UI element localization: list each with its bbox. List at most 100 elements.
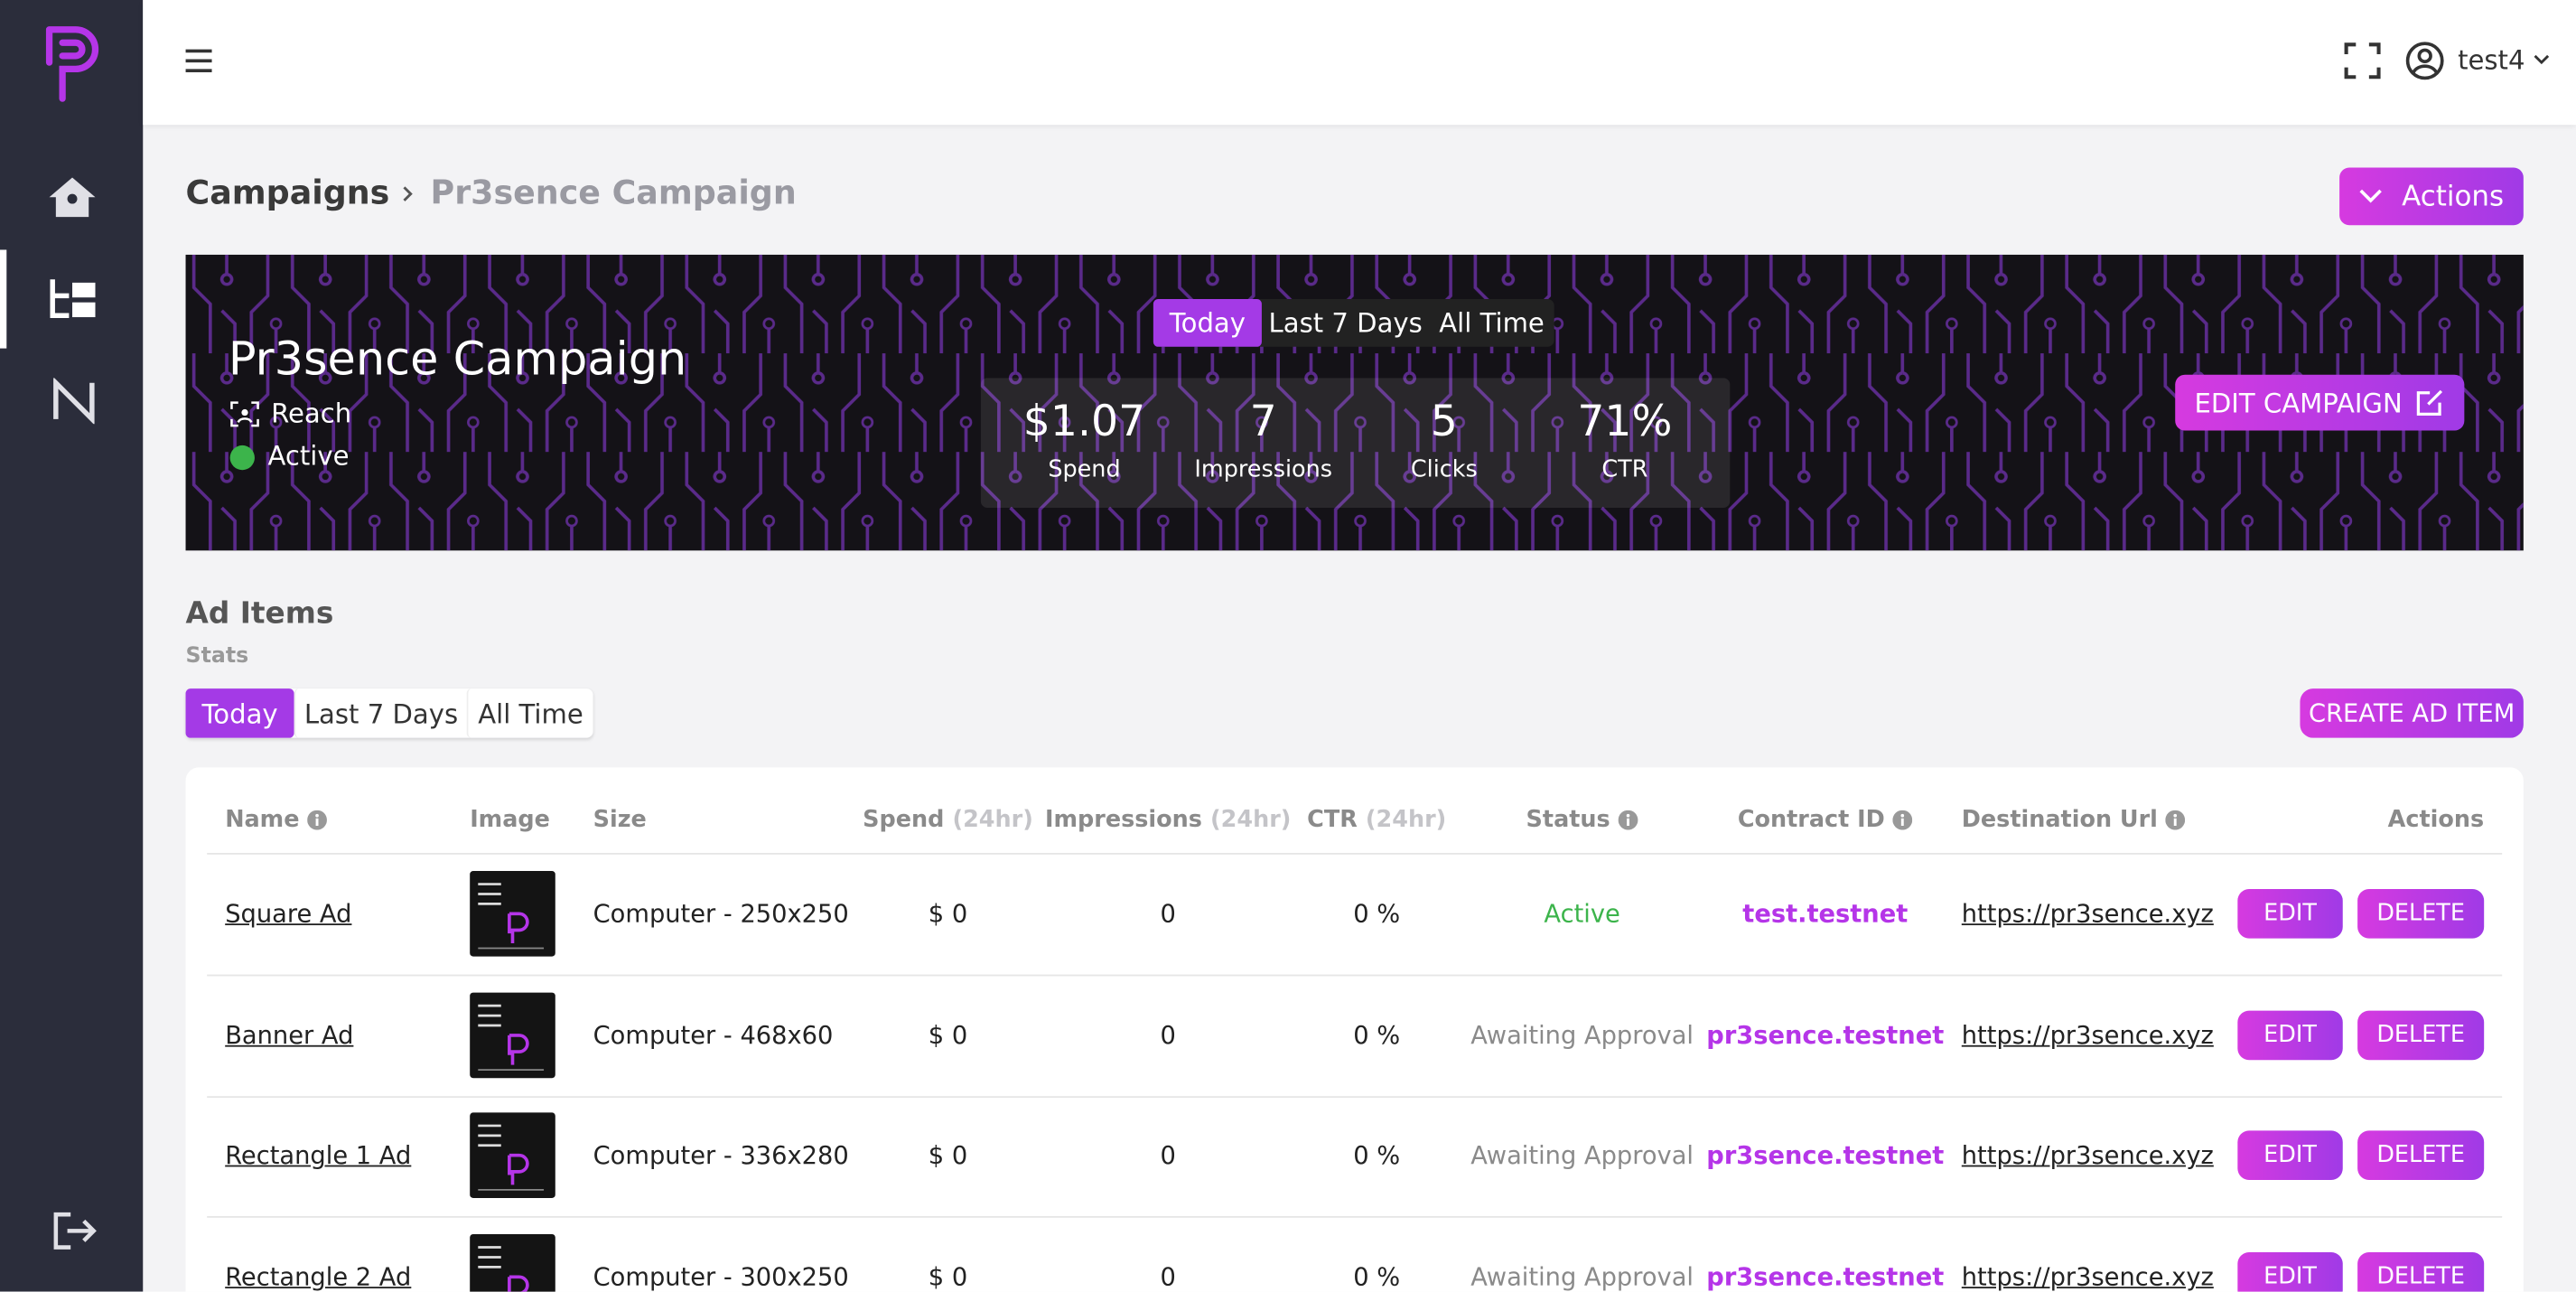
cell-impressions: 0 bbox=[1160, 1019, 1176, 1050]
cell-name[interactable]: Square Ad bbox=[225, 898, 352, 929]
tab[interactable]: Today bbox=[1153, 299, 1262, 347]
stat-label: CTR bbox=[1601, 456, 1648, 483]
stat-label: Spend bbox=[1048, 456, 1121, 483]
ad-thumbnail bbox=[470, 992, 555, 1078]
cell-spend: $ 0 bbox=[928, 1019, 968, 1050]
thumbnail-art bbox=[478, 1246, 529, 1292]
home-icon[interactable] bbox=[48, 174, 98, 220]
column-label: Spend bbox=[863, 807, 945, 834]
delete-button[interactable]: DELETE bbox=[2357, 889, 2485, 939]
edit-campaign-button[interactable]: EDIT CAMPAIGN bbox=[2175, 374, 2465, 431]
tab[interactable]: All Time bbox=[1439, 307, 1545, 339]
cell-url[interactable]: https://pr3sence.xyz bbox=[1961, 1019, 2214, 1050]
cell-size: Computer - 300x250 bbox=[593, 1262, 849, 1292]
logo bbox=[45, 26, 99, 102]
cell-spend: $ 0 bbox=[928, 898, 968, 929]
tab[interactable]: All Time bbox=[466, 688, 593, 738]
logout-icon[interactable] bbox=[51, 1210, 97, 1252]
tab[interactable]: Last 7 Days bbox=[1268, 307, 1423, 339]
cell-status: Active bbox=[1544, 898, 1620, 929]
column-header: Destination Url bbox=[1962, 807, 2186, 833]
cell-contract[interactable]: pr3sence.testnet bbox=[1706, 1141, 1945, 1171]
edit-button[interactable]: EDIT bbox=[2237, 1010, 2343, 1060]
breadcrumb-root[interactable]: Campaigns bbox=[185, 172, 390, 212]
divider bbox=[207, 974, 2503, 977]
edit-button[interactable]: EDIT bbox=[2237, 1252, 2343, 1292]
username[interactable]: test4 bbox=[2458, 44, 2525, 76]
cell-name[interactable]: Rectangle 1 Ad bbox=[225, 1141, 412, 1171]
info-icon[interactable] bbox=[1892, 810, 1913, 830]
user-icon[interactable] bbox=[2405, 41, 2445, 80]
near-icon[interactable] bbox=[51, 378, 97, 425]
column-label: Actions bbox=[2387, 807, 2485, 834]
ad-tabs: Today Last 7 Days All Time bbox=[185, 688, 593, 738]
delete-button[interactable]: DELETE bbox=[2357, 1252, 2485, 1292]
info-icon[interactable] bbox=[2166, 810, 2186, 830]
cell-contract[interactable]: pr3sence.testnet bbox=[1706, 1019, 1945, 1050]
column-label: Image bbox=[470, 807, 550, 834]
cell-url[interactable]: https://pr3sence.xyz bbox=[1961, 898, 2214, 929]
cell-name[interactable]: Banner Ad bbox=[225, 1019, 354, 1050]
edit-campaign-label[interactable]: EDIT CAMPAIGN bbox=[2194, 387, 2403, 418]
breadcrumb-current: Pr3sence Campaign bbox=[430, 172, 797, 212]
info-icon[interactable] bbox=[307, 810, 328, 830]
cell-impressions: 0 bbox=[1160, 1262, 1176, 1292]
column-label: Destination Url bbox=[1961, 807, 2158, 834]
ad-table: Name Image Size Spend (24hr) Impressions (24hr… bbox=[185, 767, 2524, 1292]
column-header: Actions bbox=[2221, 807, 2484, 833]
campaign-status: Active bbox=[267, 440, 350, 473]
delete-button[interactable]: DELETE bbox=[2357, 1131, 2485, 1181]
fullscreen-icon[interactable] bbox=[2344, 42, 2381, 80]
ad-thumbnail bbox=[470, 871, 555, 957]
thumbnail-art bbox=[478, 1125, 545, 1192]
column-note: (24hr) bbox=[1210, 807, 1292, 834]
tab[interactable]: Last 7 Days bbox=[294, 688, 467, 738]
breadcrumb-sep bbox=[403, 186, 413, 201]
edit-button[interactable]: EDIT bbox=[2237, 1131, 2343, 1181]
section-subtitle: Stats bbox=[185, 644, 249, 669]
divider bbox=[207, 1216, 2503, 1219]
chevron bbox=[2359, 189, 2382, 203]
cell-url[interactable]: https://pr3sence.xyz bbox=[1961, 1141, 2214, 1171]
stat-label: Impressions bbox=[1194, 456, 1333, 483]
delete-button[interactable]: DELETE bbox=[2357, 1010, 2485, 1060]
create-ad-button[interactable]: CREATE AD ITEM bbox=[2300, 688, 2524, 738]
cell-name[interactable]: Rectangle 2 Ad bbox=[225, 1262, 412, 1292]
actions-label[interactable]: Actions bbox=[2402, 180, 2505, 213]
cell-url[interactable]: https://pr3sence.xyz bbox=[1961, 1262, 2214, 1292]
info-icon[interactable] bbox=[1618, 810, 1638, 830]
cell-contract[interactable]: test.testnet bbox=[1742, 898, 1909, 929]
cell-ctr: 0 % bbox=[1353, 898, 1401, 929]
column-header: Contract ID bbox=[1694, 807, 1956, 833]
ad-thumbnail bbox=[470, 1234, 555, 1292]
column-note: (24hr) bbox=[1365, 807, 1447, 834]
actions-button[interactable]: Actions bbox=[2339, 167, 2524, 226]
section-title: Ad Items bbox=[185, 596, 334, 632]
column-header: Name bbox=[225, 807, 328, 833]
stat-value: $1.07 bbox=[1022, 398, 1146, 447]
cell-spend: $ 0 bbox=[928, 1262, 968, 1292]
cell-impressions: 0 bbox=[1160, 898, 1176, 929]
campaign-name: Pr3sence Campaign bbox=[228, 332, 687, 387]
sidebar bbox=[0, 0, 144, 1292]
menu-icon[interactable] bbox=[185, 48, 212, 74]
column-label: Status bbox=[1526, 807, 1610, 834]
column-header: CTR (24hr) bbox=[1246, 807, 1508, 833]
column-header: Impressions (24hr) bbox=[1037, 807, 1300, 833]
edit-button[interactable]: EDIT bbox=[2237, 889, 2343, 939]
cell-ctr: 0 % bbox=[1353, 1141, 1401, 1171]
cell-contract[interactable]: pr3sence.testnet bbox=[1706, 1262, 1945, 1292]
cell-size: Computer - 336x280 bbox=[593, 1141, 849, 1171]
cell-status: Awaiting Approval bbox=[1470, 1141, 1694, 1171]
chevron[interactable] bbox=[2534, 54, 2550, 68]
divider bbox=[207, 1095, 2503, 1098]
campaign-tabs: Today Last 7 Days All Time bbox=[1153, 299, 1554, 347]
stat-value: 71% bbox=[1577, 398, 1673, 447]
tab[interactable]: Today bbox=[185, 688, 294, 738]
stats-box: $1.07 Spend 7 Impressions 5 Clicks 71% CTR bbox=[980, 378, 1731, 509]
cell-impressions: 0 bbox=[1160, 1141, 1176, 1171]
cell-size: Computer - 250x250 bbox=[593, 898, 849, 929]
cell-ctr: 0 % bbox=[1353, 1019, 1401, 1050]
campaigns-icon[interactable] bbox=[48, 276, 100, 323]
